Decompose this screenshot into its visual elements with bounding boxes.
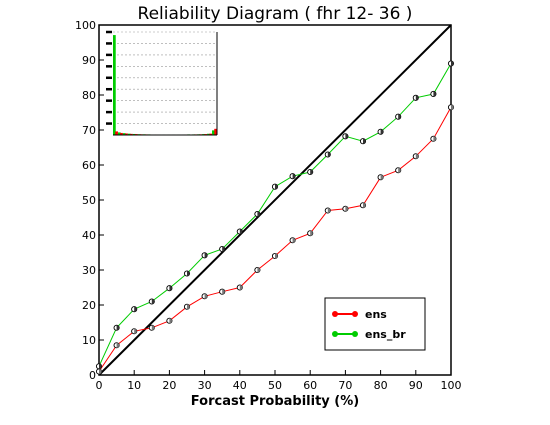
y-tick-label: 30: [82, 264, 96, 277]
y-tick-label: 80: [82, 89, 96, 102]
legend-marker-ens: [332, 311, 338, 317]
y-tick-label: 10: [82, 334, 96, 347]
legend-box: [325, 298, 425, 350]
y-tick-label: 70: [82, 124, 96, 137]
legend-label-ens-br: ens_br: [365, 328, 406, 341]
legend-label-ens: ens: [365, 308, 387, 321]
x-tick-label: 30: [198, 379, 212, 392]
x-tick-label: 40: [233, 379, 247, 392]
y-tick-label: 50: [82, 194, 96, 207]
y-tick-label: 40: [82, 229, 96, 242]
y-tick-label: 0: [89, 369, 96, 382]
inset-histogram: [106, 32, 217, 135]
y-tick-label: 100: [75, 19, 96, 32]
chart-title: Reliability Diagram ( fhr 12- 36 ): [138, 4, 413, 24]
x-tick-label: 20: [162, 379, 176, 392]
y-tick-label: 20: [82, 299, 96, 312]
y-tick-label: 90: [82, 54, 96, 67]
x-tick-label: 80: [374, 379, 388, 392]
y-tick-label: 60: [82, 159, 96, 172]
inset-bar-ens-br: [113, 35, 116, 135]
legend-marker-ens-br: [332, 331, 338, 337]
x-tick-label: 50: [268, 379, 282, 392]
legend-marker-ens-br: [352, 331, 358, 337]
x-tick-label: 10: [127, 379, 141, 392]
inset-background: [113, 32, 217, 135]
x-axis-label: Forcast Probability (%): [191, 394, 359, 409]
x-tick-label: 90: [409, 379, 423, 392]
inset-bar-ens: [115, 131, 118, 135]
x-tick-label: 60: [303, 379, 317, 392]
legend: ens ens_br: [325, 298, 425, 350]
x-tick-label: 100: [441, 379, 462, 392]
legend-marker-ens: [352, 311, 358, 317]
x-tick-label: 70: [338, 379, 352, 392]
x-tick-label: 0: [96, 379, 103, 392]
